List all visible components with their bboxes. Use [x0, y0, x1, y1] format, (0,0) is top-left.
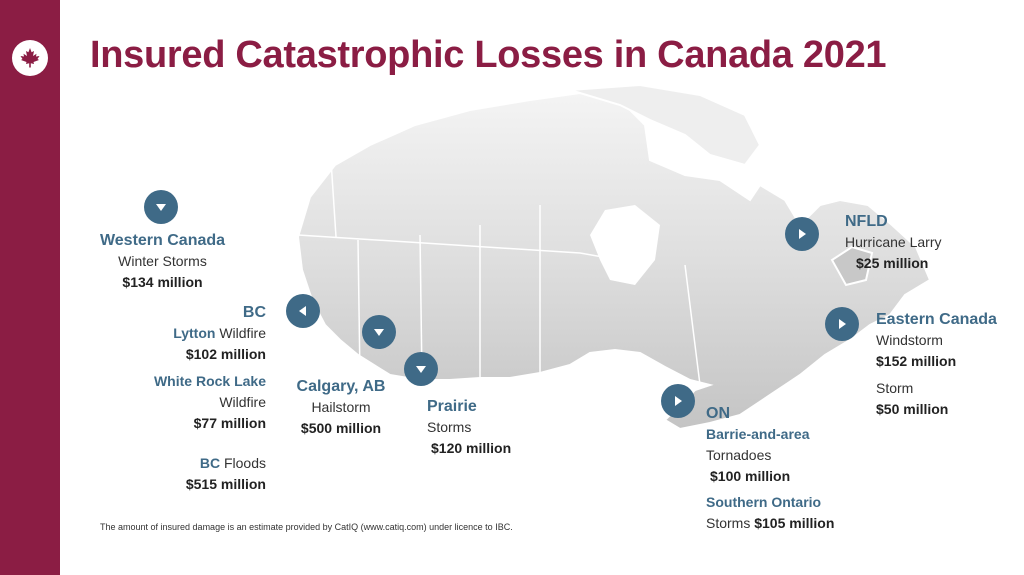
event-type: Storms	[706, 515, 751, 531]
place-name: BC	[199, 455, 221, 471]
region-name: Western Canada	[99, 232, 226, 249]
region-name: ON	[706, 405, 730, 422]
loss-amount: $500 million	[300, 420, 382, 436]
loss-amount: $25 million	[856, 255, 929, 271]
arrow-left-icon	[299, 306, 306, 316]
arrow-down-icon	[156, 204, 166, 211]
event-type: Storms	[427, 419, 472, 435]
arrow-right-icon	[799, 229, 806, 239]
event-type: Wildfire	[219, 325, 266, 341]
loss-amount: $100 million	[710, 468, 791, 484]
event-type: Hailstorm	[311, 399, 371, 415]
event-type: Windstorm	[876, 332, 943, 348]
place-name: White Rock Lake	[153, 373, 266, 389]
calgary-label: Calgary, AB Hailstorm $500 million	[288, 376, 394, 439]
arrow-right-icon	[675, 396, 682, 406]
event-type: Storm	[876, 380, 914, 396]
page-title: Insured Catastrophic Losses in Canada 20…	[90, 34, 887, 76]
newfoundland	[830, 245, 874, 287]
marker-bc[interactable]	[286, 294, 320, 328]
sidebar-band	[0, 0, 60, 575]
arrow-right-icon	[839, 319, 846, 329]
canada-map	[296, 85, 932, 431]
place-name: Southern Ontario	[706, 494, 822, 510]
region-name: BC	[242, 304, 266, 321]
region-name: Eastern Canada	[876, 311, 997, 328]
marker-prairie[interactable]	[404, 352, 438, 386]
event-type: Winter Storms	[118, 253, 207, 269]
loss-amount: $134 million	[122, 274, 203, 290]
loss-amount: $105 million	[754, 515, 835, 531]
maple-leaf-icon	[12, 40, 48, 76]
loss-amount: $152 million	[876, 353, 957, 369]
province-borders	[297, 144, 701, 386]
nfld-label: NFLD Hurricane Larry $25 million	[845, 211, 941, 274]
marker-nfld[interactable]	[785, 217, 819, 251]
western-canada-label: Western Canada Winter Storms $134 millio…	[90, 230, 235, 293]
loss-amount: $50 million	[876, 401, 949, 417]
bc-label: BC Lytton Wildfire $102 million	[100, 302, 266, 365]
event-type: Floods	[223, 455, 266, 471]
ontario-label: ON Barrie-and-area Tornadoes $100 millio…	[706, 403, 810, 487]
loss-amount: $120 million	[431, 440, 512, 456]
southern-ontario-label: Southern Ontario Storms $105 million	[706, 492, 834, 534]
marker-western-canada[interactable]	[144, 190, 178, 224]
event-type: Hurricane Larry	[845, 234, 942, 250]
loss-amount: $77 million	[193, 415, 266, 431]
region-name: NFLD	[845, 213, 888, 230]
eastern-canada-label: Eastern Canada Windstorm $152 million St…	[876, 309, 997, 420]
event-type: Wildfire	[219, 394, 266, 410]
arrow-down-icon	[416, 366, 426, 373]
arctic-islands	[569, 85, 762, 167]
place-name: Barrie-and-area	[706, 426, 810, 442]
marker-eastern-canada[interactable]	[825, 307, 859, 341]
hudson-bay	[590, 205, 660, 285]
prairie-label: Prairie Storms $120 million	[427, 396, 511, 459]
region-name: Calgary, AB	[296, 378, 386, 395]
event-type: Tornadoes	[706, 447, 772, 463]
bc-floods-label: BC Floods $515 million	[100, 453, 266, 495]
region-name: Prairie	[427, 398, 477, 415]
marker-ontario[interactable]	[661, 384, 695, 418]
source-footnote: The amount of insured damage is an estim…	[100, 522, 513, 532]
loss-amount: $515 million	[185, 476, 266, 492]
place-name: Lytton	[173, 325, 216, 341]
loss-amount: $102 million	[185, 346, 266, 362]
marker-calgary[interactable]	[362, 315, 396, 349]
white-rock-lake-label: White Rock Lake Wildfire $77 million	[100, 371, 266, 434]
arrow-down-icon	[374, 329, 384, 336]
